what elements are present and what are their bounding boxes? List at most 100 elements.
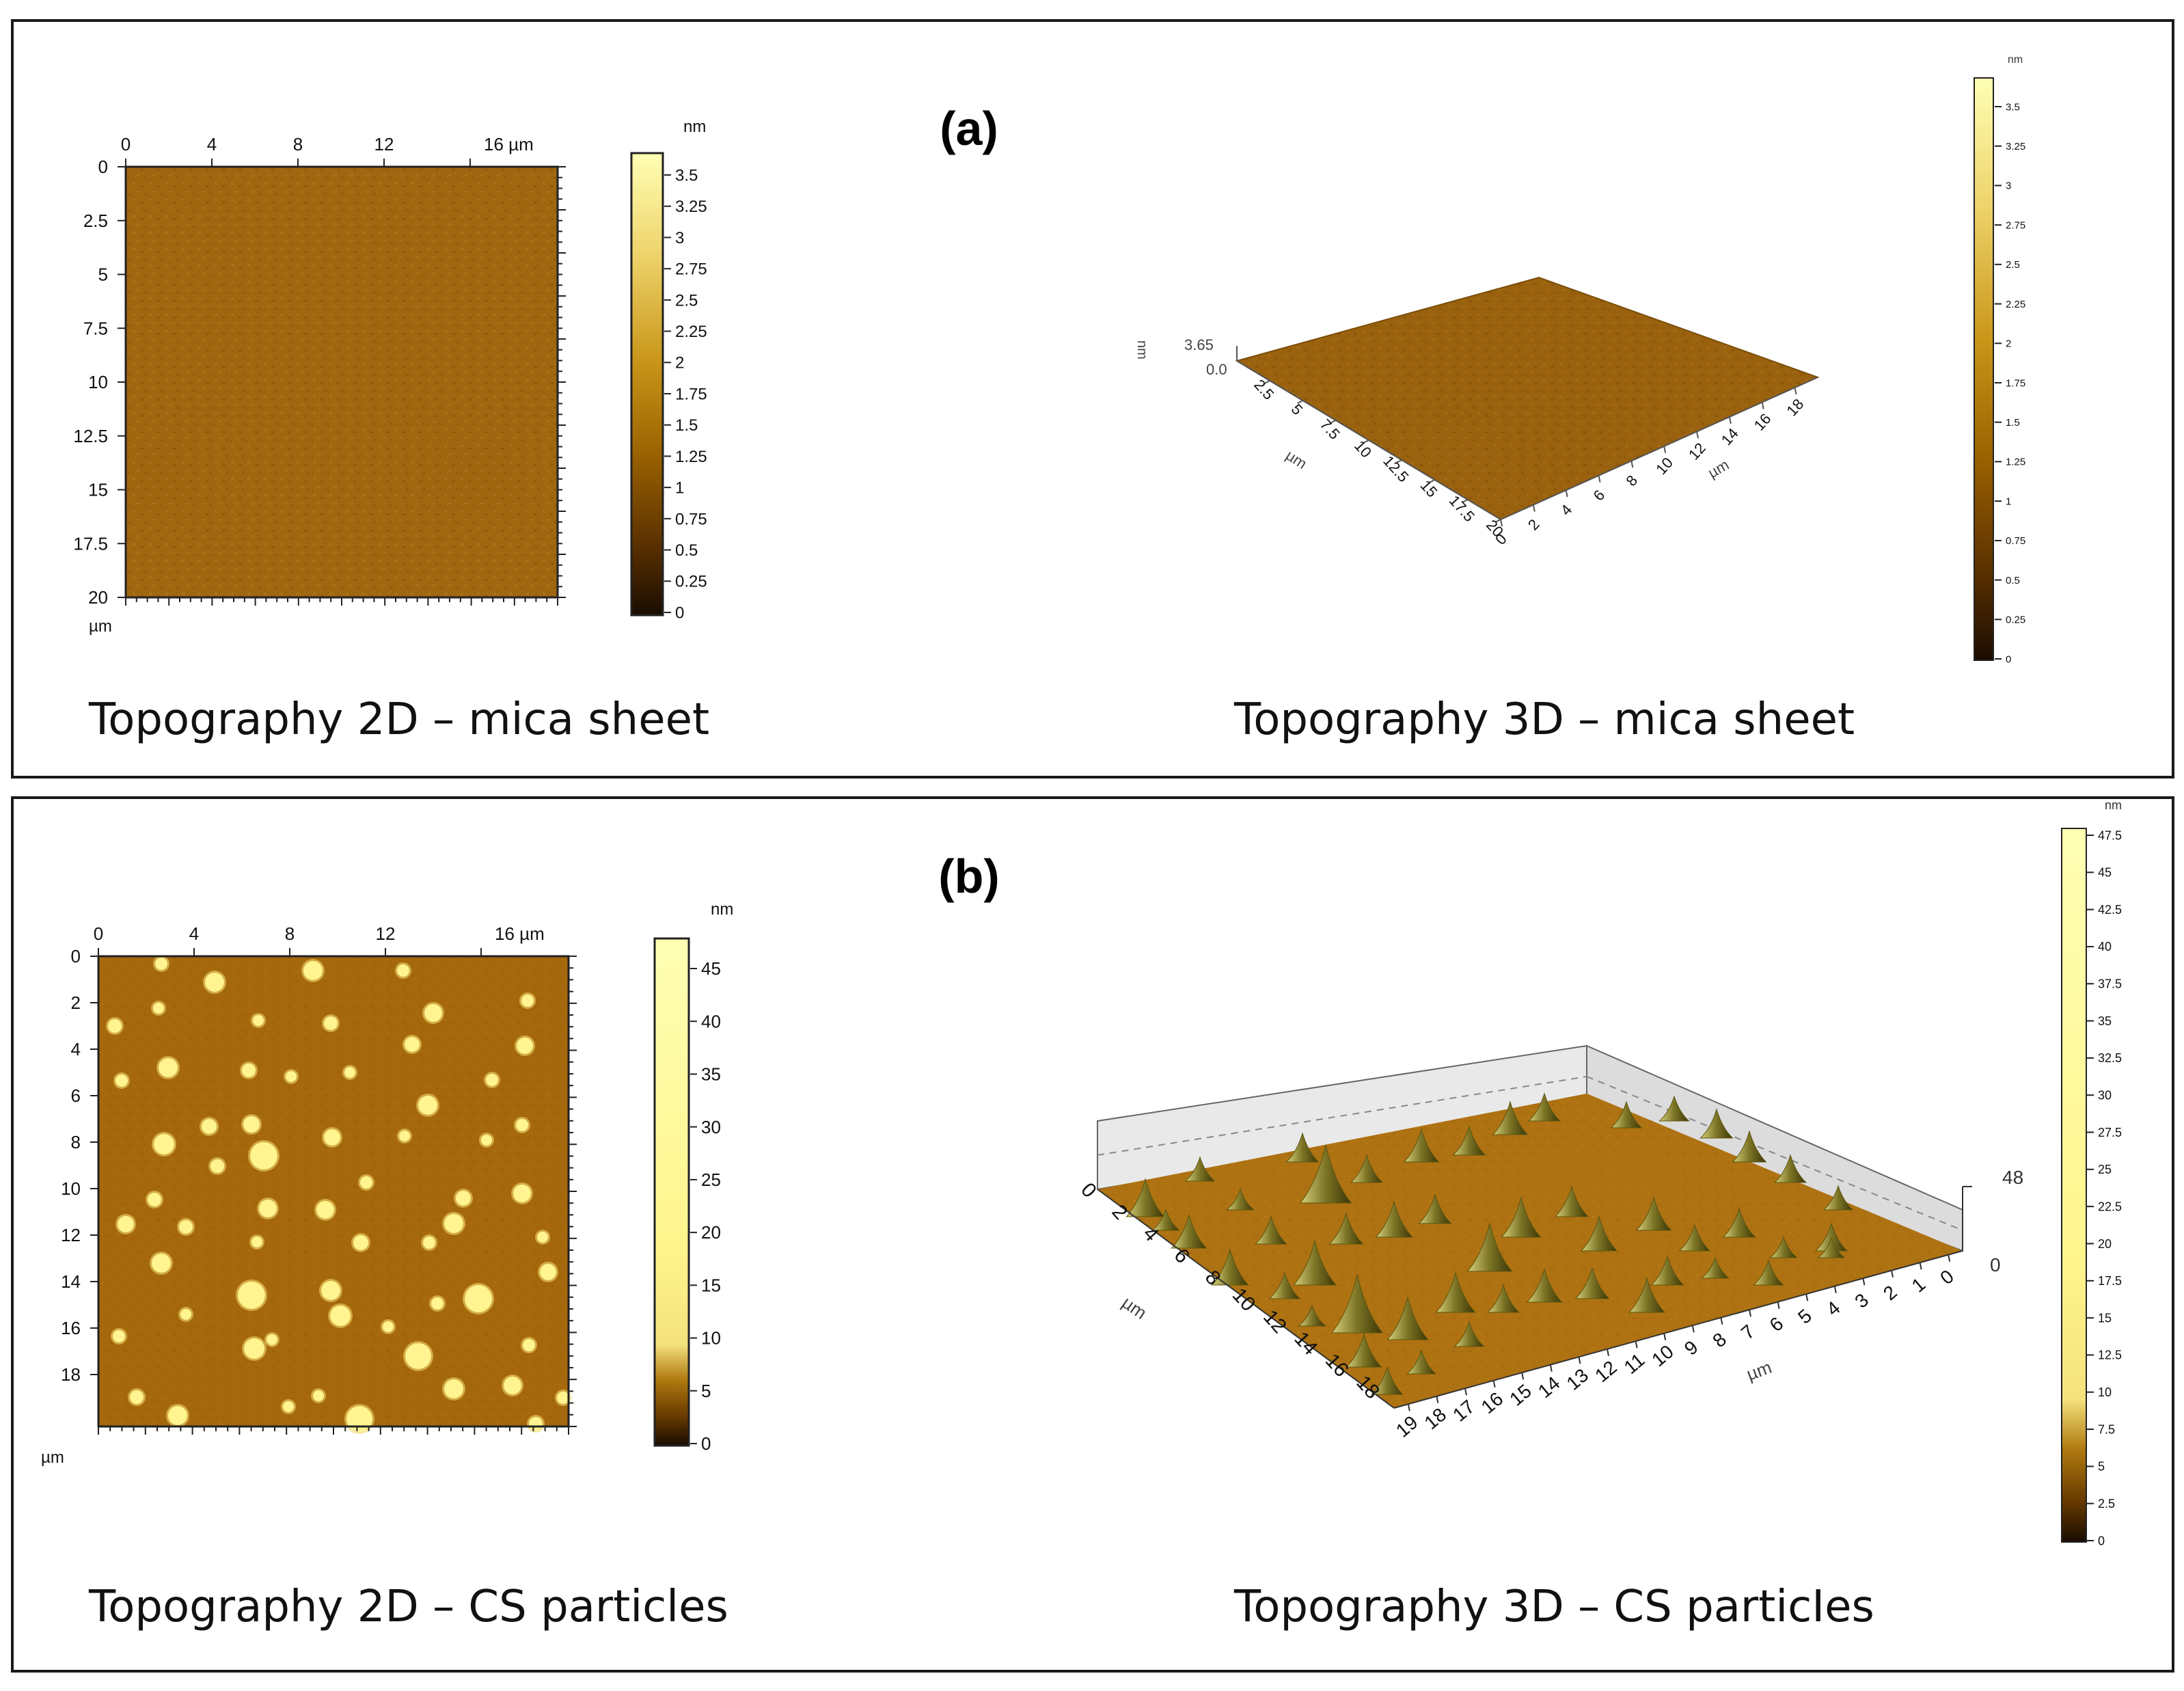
particle <box>251 1236 262 1247</box>
mica-3d-fr-tick-label: 6 <box>1590 487 1609 504</box>
particle <box>242 1064 256 1077</box>
mica-3d-front-right-unit: µm <box>1705 456 1732 481</box>
panel-a-frame <box>11 19 2174 779</box>
colorbar-tick-label: 22.5 <box>2098 1200 2122 1213</box>
cs-3d-peak <box>1580 1215 1618 1252</box>
particle <box>267 1334 277 1345</box>
mica-3d-fl-tick <box>1429 479 1435 483</box>
mica-3d-z-unit: nm <box>1134 340 1149 360</box>
x-tick-label: 12 <box>374 134 394 154</box>
particle <box>179 1220 193 1234</box>
cs-3d-peak <box>1823 1185 1854 1210</box>
mica-3d-fr-tick-label: 2 <box>1525 516 1543 534</box>
colorbar-tick-label: 35 <box>701 1064 721 1085</box>
cs-3d-peak <box>1370 1366 1404 1395</box>
colorbar-tick-label: 0.25 <box>2006 614 2025 626</box>
particle <box>456 1191 471 1206</box>
cs-3d-front-unit: µm <box>1744 1357 1775 1385</box>
colorbar-tick-label: 32.5 <box>2098 1051 2122 1065</box>
colorbar-tick-label: 0 <box>2098 1534 2105 1547</box>
cs-3d-peak <box>1151 1208 1180 1231</box>
particle <box>283 1401 294 1412</box>
colorbar-tick-label: 0.5 <box>675 541 698 560</box>
y-tick-label: 12 <box>61 1225 81 1245</box>
y-tick-label: 20 <box>88 587 108 608</box>
mica-2d-colorbar-unit: nm <box>683 118 706 136</box>
cs-3d-caption: Topography 3D – CS particIes <box>1233 1582 1874 1632</box>
cs-3d-peak <box>1226 1188 1255 1210</box>
colorbar-tick-label: 3.25 <box>2006 141 2025 152</box>
cs-3d-z-min: 0 <box>1990 1254 2001 1275</box>
y-tick-label: 12.5 <box>73 426 108 446</box>
mica-2d-corner-unit: µm <box>89 617 112 636</box>
colorbar-tick-label: 0.5 <box>2006 575 2020 586</box>
particle <box>344 1067 355 1078</box>
cs-3d-front-tick <box>1549 1364 1553 1372</box>
y-tick-label: 17.5 <box>73 533 108 554</box>
cs-3d-front-tick-label: 2 <box>1879 1282 1901 1305</box>
cs-3d-front-tick-label: 7 <box>1737 1321 1759 1344</box>
mica-3d-fr-tick-label: 14 <box>1718 424 1742 448</box>
cs-3d-grid-line <box>1586 1076 1963 1231</box>
cs-3d-front-tick <box>1862 1278 1866 1286</box>
colorbar-tick-label: 3.25 <box>675 198 707 216</box>
cs-3d-front-tick <box>1749 1310 1751 1317</box>
particle <box>418 1096 437 1115</box>
cs-3d-peak <box>1375 1200 1413 1238</box>
cs-3d-front-tick <box>1521 1372 1525 1380</box>
colorbar-tick-label: 2.5 <box>2098 1497 2115 1511</box>
colorbar-tick-label: 2.75 <box>675 260 707 279</box>
colorbar-tick-label: 3 <box>2006 180 2011 192</box>
cs-3d-front-tick <box>1464 1388 1467 1396</box>
colorbar-tick-label: 30 <box>701 1117 721 1137</box>
particle <box>444 1379 463 1398</box>
mica-3d-fr-tick <box>1761 402 1764 409</box>
colorbar-tick-label: 2.5 <box>2006 259 2020 271</box>
cs-3d-peak <box>1817 1237 1846 1258</box>
colorbar-tick-label: 12.5 <box>2098 1349 2122 1362</box>
particle <box>324 1016 338 1030</box>
particle <box>238 1282 265 1309</box>
particle <box>424 1004 442 1022</box>
particle <box>383 1321 394 1332</box>
y-tick-label: 2.5 <box>83 211 108 231</box>
cs-3d-peak <box>1268 1271 1301 1299</box>
colorbar-tick-label: 0 <box>2006 653 2011 665</box>
mica-3d-caption: Topography 3D – mica sheet <box>1233 694 1855 745</box>
mica-3d-fr-tick <box>1532 504 1535 512</box>
colorbar-tick-label: 1.5 <box>2006 417 2020 429</box>
cs-3d-front-tick <box>1635 1341 1638 1349</box>
mica-3d-fr-tick <box>1794 387 1797 395</box>
particle <box>243 1116 260 1133</box>
colorbar-tick-label: 1 <box>675 479 684 498</box>
mica-3d-fl-tick <box>1462 499 1469 503</box>
particle <box>118 1216 134 1232</box>
colorbar-tick-label: 45 <box>2098 866 2112 880</box>
mica-3d-fr-tick-label: 18 <box>1783 396 1807 420</box>
cs-3d-peak <box>1387 1296 1429 1340</box>
cs-3d-peak <box>1406 1349 1437 1375</box>
cs-3d-peak <box>1574 1267 1610 1299</box>
cs-2d-caption: Topography 2D – CS particles <box>88 1582 728 1632</box>
cs-3d-peak <box>1452 1125 1486 1156</box>
cs-3d-peak <box>1211 1248 1249 1286</box>
panel-a-label: (a) <box>940 102 998 155</box>
colorbar-tick-label: 2 <box>675 354 684 373</box>
particle <box>180 1309 191 1320</box>
mica-3d-shading <box>1237 278 1818 519</box>
particle <box>152 1254 171 1273</box>
y-tick-label: 15 <box>88 480 108 500</box>
cs-3d-left-unit: µm <box>1119 1292 1151 1323</box>
cs-3d-peak <box>1254 1215 1288 1245</box>
cs-3d-front-tick-label: 15 <box>1505 1380 1535 1410</box>
x-tick-label: 16 µm <box>484 134 534 154</box>
particle <box>517 1038 533 1054</box>
cs-3d-front-tick <box>1777 1301 1780 1309</box>
y-tick-label: 0 <box>98 157 108 177</box>
y-tick-label: 8 <box>71 1132 81 1152</box>
cs-3d-front-tick <box>1578 1357 1581 1364</box>
particle <box>108 1019 122 1033</box>
cs-3d-front-tick <box>1436 1396 1439 1403</box>
cs-3d-peak <box>1814 1222 1848 1252</box>
